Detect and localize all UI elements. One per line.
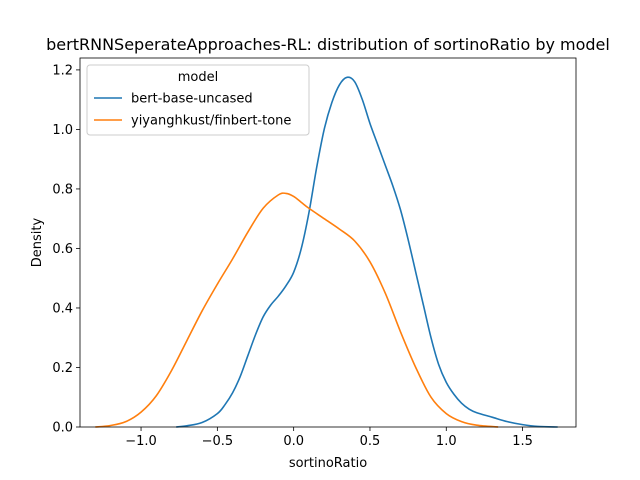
x-tick-label: 1.0: [436, 434, 457, 449]
legend-label-0: bert-base-uncased: [131, 92, 253, 107]
y-tick-label: 0.6: [52, 242, 73, 257]
x-tick-label: 0.0: [283, 434, 304, 449]
y-axis-label: Density: [30, 217, 45, 267]
legend-label-1: yiyanghkust/finbert-tone: [131, 114, 291, 129]
legend-items: bert-base-uncased yiyanghkust/finbert-ton…: [94, 92, 291, 129]
y-tick-label: 1.2: [52, 63, 73, 78]
plot-frame: [79, 57, 577, 428]
series-line-0: [176, 76, 558, 428]
y-tick-label: 0.2: [52, 361, 73, 376]
legend-box: [86, 64, 310, 136]
y-tick-label: 0.8: [52, 182, 73, 197]
x-axis-ticks: −1.0 −0.5 0.0 0.5 1.0 1.5: [125, 427, 533, 449]
chart-title: bertRNNSeperateApproaches-RL: distributi…: [46, 35, 610, 54]
series-line-1: [95, 192, 499, 428]
x-tick-label: −1.0: [125, 434, 157, 449]
x-axis-label: sortinoRatio: [289, 456, 367, 471]
plot-lines: [95, 76, 558, 428]
legend: model bert-base-uncased yiyanghkust/finbe…: [86, 64, 310, 136]
y-tick-label: 0.4: [52, 301, 73, 316]
y-tick-label: 1.0: [52, 123, 73, 138]
x-tick-label: −0.5: [202, 434, 234, 449]
y-tick-label: 0.0: [52, 421, 73, 436]
x-tick-label: 0.5: [360, 434, 381, 449]
y-axis-ticks: 0.0 0.2 0.4 0.6 0.8 1.0 1.2: [52, 63, 80, 436]
legend-title: model: [178, 70, 218, 85]
x-tick-label: 1.5: [512, 434, 533, 449]
